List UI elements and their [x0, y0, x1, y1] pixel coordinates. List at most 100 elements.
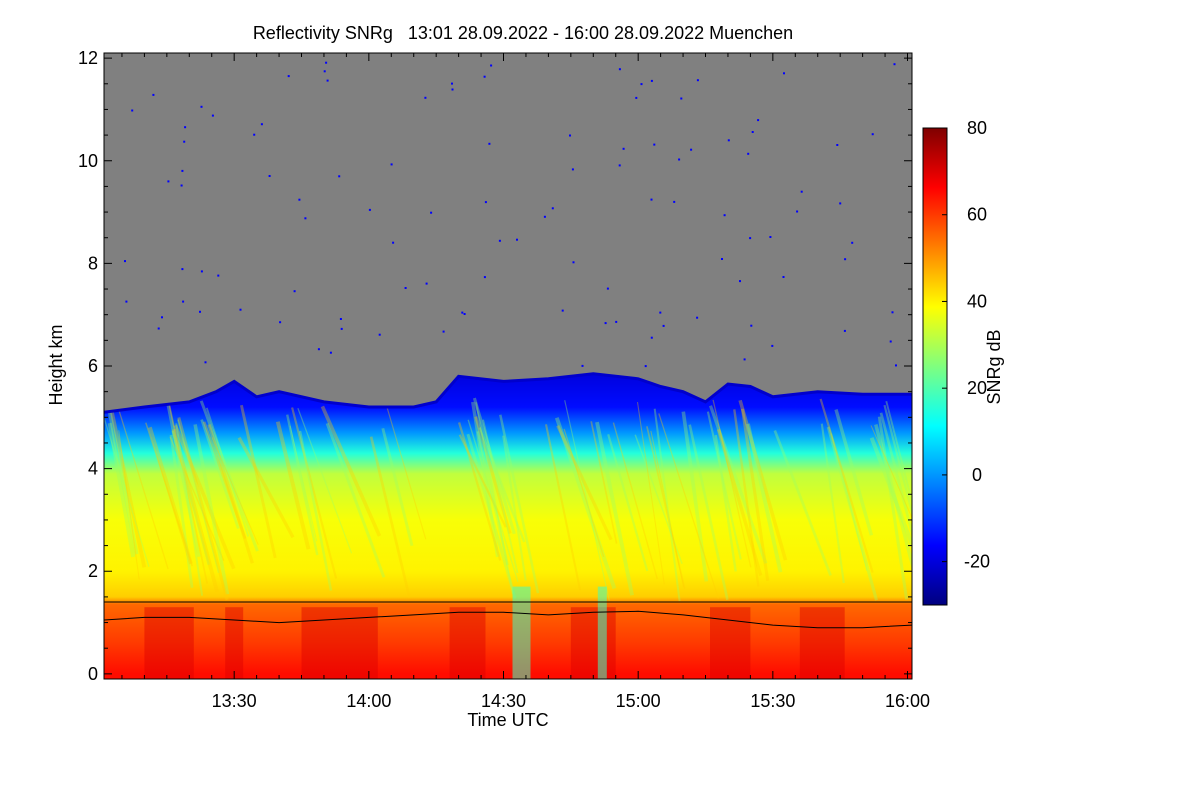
- noise-dot: [572, 261, 575, 264]
- noise-dot: [843, 329, 846, 332]
- noise-dot: [727, 139, 730, 142]
- fall-streak: [298, 430, 333, 591]
- noise-dots: [124, 61, 897, 368]
- fall-streak: [205, 407, 250, 537]
- noise-dot: [743, 358, 746, 361]
- fall-streak: [502, 435, 527, 581]
- noise-dot: [839, 202, 842, 205]
- fall-streak: [716, 428, 763, 576]
- fall-streak: [383, 397, 427, 540]
- precip-band: [799, 607, 845, 679]
- noise-dot: [783, 72, 785, 75]
- fall-streak: [171, 430, 211, 566]
- noise-dot: [260, 123, 263, 126]
- fall-streak: [478, 427, 526, 543]
- noise-dot: [771, 344, 774, 347]
- fall-streak: [712, 399, 752, 568]
- noise-dot: [895, 364, 897, 367]
- fall-streak: [482, 419, 519, 574]
- noise-dot: [543, 215, 546, 218]
- x-tick-label: 14:00: [346, 691, 391, 711]
- fall-streak: [773, 430, 832, 576]
- fall-streak: [869, 437, 912, 579]
- noise-dot: [323, 70, 326, 73]
- noise-dot: [461, 311, 464, 314]
- fall-streak: [612, 422, 658, 580]
- noise-dot: [650, 198, 653, 201]
- noise-dot: [200, 270, 203, 273]
- x-tick-label: 14:30: [481, 691, 526, 711]
- y-tick-label: 10: [78, 151, 98, 171]
- fall-streak: [467, 419, 519, 582]
- noise-dot: [644, 365, 647, 368]
- noise-dot: [404, 287, 407, 289]
- x-axis-label: Time UTC: [467, 710, 548, 730]
- fall-streaks: [104, 397, 912, 679]
- fall-streak: [171, 428, 219, 593]
- noise-dot: [424, 96, 427, 99]
- fall-streak: [105, 397, 139, 555]
- noise-dot: [483, 75, 486, 78]
- fall-streak: [740, 408, 770, 582]
- noise-dot: [618, 68, 621, 71]
- fall-streak: [650, 430, 685, 587]
- fall-streak: [104, 417, 150, 567]
- noise-dot: [889, 340, 892, 343]
- noise-dot: [451, 88, 454, 91]
- noise-dot: [378, 333, 381, 336]
- y-tick-label: 12: [78, 48, 98, 68]
- noise-dot: [340, 327, 343, 330]
- noise-dot: [622, 147, 625, 150]
- noise-dot: [184, 126, 187, 129]
- fall-streak: [885, 400, 912, 585]
- noise-dot: [125, 300, 128, 303]
- noise-dot: [124, 260, 126, 263]
- x-axis: 13:30 14:00 14:30 15:00 15:30 16:00: [121, 53, 930, 711]
- fall-streak: [733, 409, 760, 587]
- noise-dot: [182, 300, 185, 303]
- noise-dot: [425, 282, 428, 285]
- boundary-layer-line: [104, 610, 912, 629]
- fall-streak: [877, 416, 909, 600]
- fall-streak: [107, 422, 136, 558]
- noise-dot: [304, 217, 307, 220]
- x-tick-label: 15:00: [616, 691, 661, 711]
- colorbar-label: SNRg dB: [984, 329, 1004, 404]
- fall-streak: [211, 437, 259, 545]
- noise-dot: [293, 290, 296, 293]
- noise-dot: [721, 258, 723, 260]
- noise-dot: [268, 175, 271, 177]
- noise-dot: [253, 133, 256, 136]
- noise-dot: [326, 79, 329, 82]
- noise-dot: [844, 258, 847, 261]
- fall-streak: [653, 408, 681, 602]
- fall-streak: [658, 413, 720, 599]
- noise-dot: [662, 324, 665, 327]
- fall-streak: [169, 434, 194, 588]
- fall-streak: [165, 401, 201, 558]
- noise-dot: [181, 169, 184, 172]
- fall-streak: [634, 434, 683, 564]
- noise-dot: [750, 324, 753, 327]
- fall-streak: [145, 422, 193, 567]
- colorbar-gradient: [922, 127, 948, 606]
- noise-dot: [851, 241, 854, 244]
- noise-dot: [893, 63, 896, 66]
- fall-streak: [819, 398, 874, 573]
- weak-column: [597, 586, 607, 679]
- fall-streak: [177, 419, 220, 574]
- cloud-top-edge: [104, 372, 912, 414]
- noise-dot: [131, 109, 134, 112]
- fall-streak: [466, 433, 517, 599]
- noise-dot: [680, 97, 683, 100]
- fall-streak: [563, 428, 605, 558]
- noise-dot: [488, 142, 491, 145]
- noise-dot: [430, 211, 433, 214]
- noise-dot: [183, 140, 186, 143]
- reflectivity-field: [104, 373, 912, 679]
- noise-dot: [650, 79, 653, 82]
- noise-dot: [152, 93, 155, 96]
- noise-dot: [678, 158, 681, 161]
- fall-streak: [883, 404, 912, 531]
